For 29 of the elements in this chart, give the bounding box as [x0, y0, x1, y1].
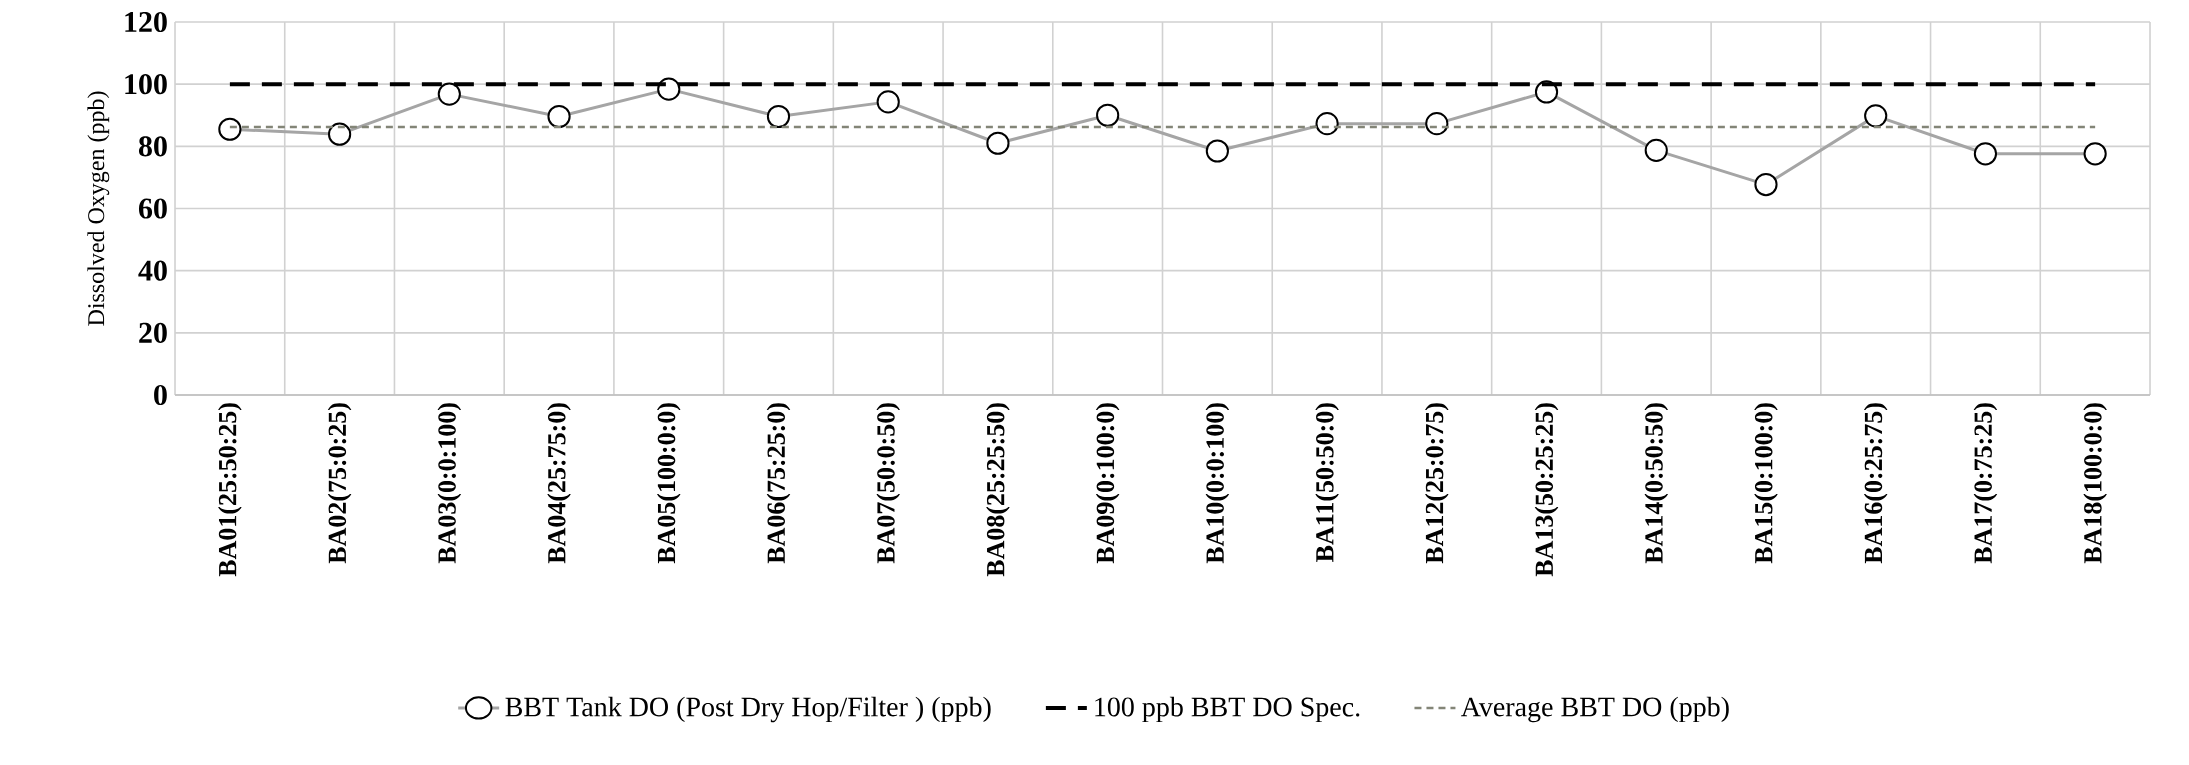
- x-tick-label: BA04(25:75:0): [547, 403, 571, 564]
- y-axis-title: Dissolved Oxygen (ppb): [87, 91, 110, 326]
- x-tick-label: BA03(0:0:100): [437, 403, 462, 564]
- x-tick-label: BA05(100:0:0): [656, 403, 681, 564]
- x-tick-label: BA07(50:0:50): [876, 403, 900, 564]
- x-tick-label: BA18(100:0:0): [2083, 403, 2107, 564]
- x-tick-label: BA14(0:50:50): [1644, 403, 1669, 564]
- x-tick-label: BA02(75:0:25): [327, 403, 352, 564]
- x-tick-label: BA13(50:25:25): [1534, 403, 1559, 577]
- x-tick-label: BA12(25:0:75): [1425, 403, 1449, 564]
- x-tick-label: BA16(0:25:75): [1863, 403, 1888, 564]
- x-tick-label: BA10(0:0:100): [1205, 403, 1230, 564]
- x-tick-label: BA11(50:50:0): [1315, 403, 1339, 562]
- y-tick-label: 20: [139, 322, 167, 343]
- legend-label: BBT Tank DO (Post Dry Hop/Filter ) (ppb): [505, 696, 991, 723]
- x-tick-label: BA15(0:100:0): [1754, 403, 1778, 564]
- x-tick-label: BA17(0:75:25): [1973, 403, 1998, 564]
- x-tick-label: BA09(0:100:0): [1095, 403, 1120, 564]
- x-tick-label: BA01(25:50:25): [218, 403, 242, 577]
- y-tick-label: 80: [138, 136, 167, 157]
- x-tick-label: BA08(25:25:50): [986, 403, 1010, 577]
- y-tick-label: 120: [125, 11, 167, 33]
- y-tick-label: 60: [138, 198, 167, 219]
- y-tick-label: 40: [138, 260, 167, 281]
- x-tick-label: BA06(75:25:0): [766, 403, 791, 564]
- legend-label: 100 ppb BBT DO Spec.: [1095, 696, 1360, 723]
- y-tick-label: 0: [154, 384, 167, 406]
- y-tick-label: 100: [125, 74, 167, 95]
- legend-label: Average BBT DO (ppb): [1461, 696, 1729, 723]
